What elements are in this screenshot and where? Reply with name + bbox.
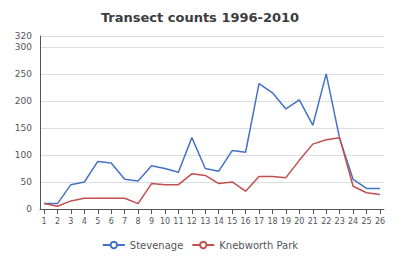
svg-text:22: 22 — [321, 217, 331, 226]
svg-text:17: 17 — [254, 217, 264, 226]
svg-text:Stevenage: Stevenage — [130, 240, 183, 251]
svg-text:3: 3 — [68, 217, 73, 226]
svg-text:6: 6 — [109, 217, 114, 226]
svg-text:13: 13 — [200, 217, 210, 226]
svg-text:0: 0 — [26, 204, 32, 214]
svg-text:7: 7 — [122, 217, 127, 226]
svg-text:25: 25 — [361, 217, 371, 226]
svg-text:18: 18 — [267, 217, 277, 226]
svg-text:100: 100 — [15, 150, 32, 160]
svg-text:24: 24 — [348, 217, 358, 226]
svg-text:20: 20 — [294, 217, 304, 226]
svg-text:21: 21 — [308, 217, 318, 226]
svg-text:50: 50 — [21, 177, 33, 187]
svg-text:10: 10 — [160, 217, 170, 226]
svg-text:26: 26 — [375, 217, 385, 226]
svg-text:12: 12 — [187, 217, 197, 226]
svg-text:9: 9 — [149, 217, 154, 226]
svg-text:200: 200 — [15, 96, 32, 106]
svg-text:16: 16 — [241, 217, 251, 226]
svg-text:4: 4 — [82, 217, 87, 226]
svg-text:320: 320 — [15, 31, 32, 41]
svg-text:14: 14 — [214, 217, 224, 226]
svg-text:Knebworth Park: Knebworth Park — [219, 240, 298, 251]
svg-text:300: 300 — [15, 42, 32, 52]
svg-text:250: 250 — [15, 69, 32, 79]
svg-text:5: 5 — [95, 217, 100, 226]
svg-text:23: 23 — [335, 217, 345, 226]
svg-text:2: 2 — [55, 217, 60, 226]
svg-text:1: 1 — [41, 217, 46, 226]
svg-text:19: 19 — [281, 217, 291, 226]
svg-text:11: 11 — [173, 217, 183, 226]
svg-text:Transect counts 1996-2010: Transect counts 1996-2010 — [101, 10, 299, 25]
svg-text:150: 150 — [15, 123, 32, 133]
svg-text:15: 15 — [227, 217, 237, 226]
svg-text:8: 8 — [136, 217, 141, 226]
